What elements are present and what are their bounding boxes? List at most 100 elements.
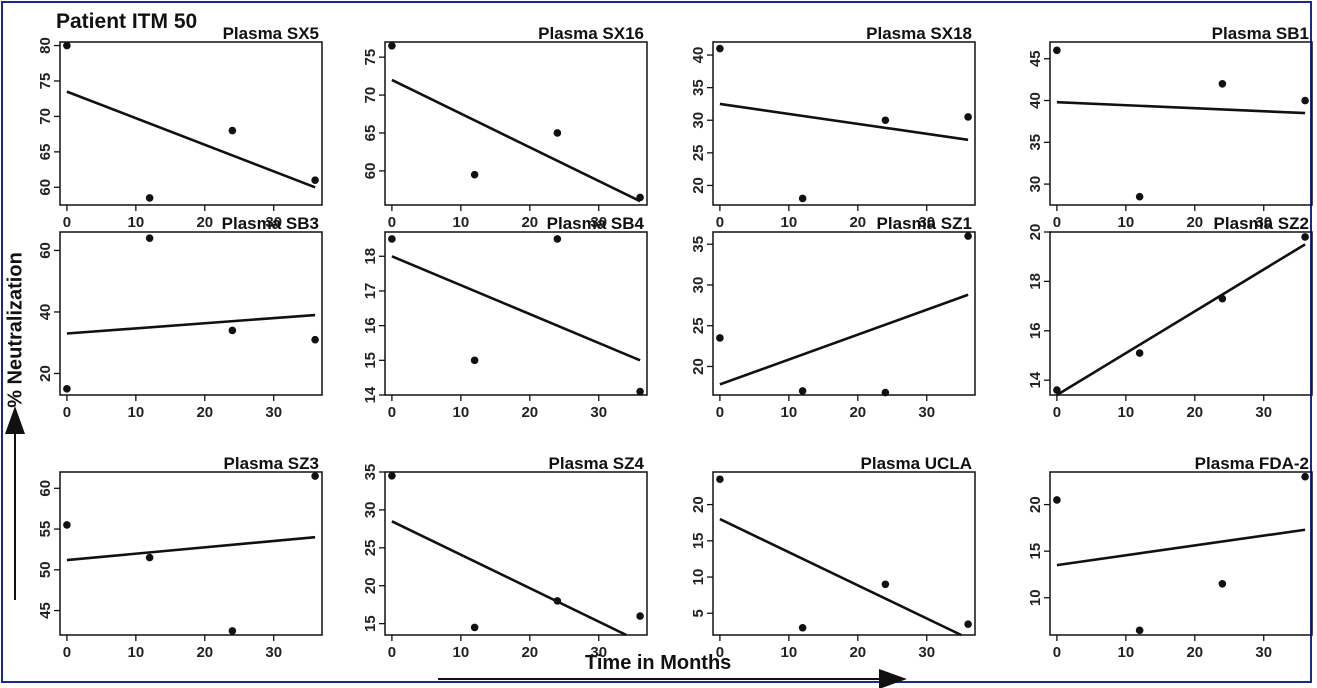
y-tick-label: 60 — [362, 163, 379, 180]
y-tick-label: 35 — [690, 236, 707, 253]
plot-box — [712, 471, 976, 636]
x-axis-label: Time in Months — [585, 652, 732, 674]
regression-line — [391, 78, 641, 203]
panel-title: Plasma SB3 — [222, 214, 319, 233]
y-tick-label: 30 — [362, 502, 379, 519]
y-tick-label: 10 — [690, 569, 707, 586]
panel-title: Plasma SX18 — [866, 24, 972, 43]
data-point — [798, 387, 807, 395]
x-tick-label: 20 — [849, 644, 866, 661]
x-tick-label: 10 — [127, 404, 144, 421]
x-tick-label: 20 — [849, 404, 866, 421]
data-point — [63, 521, 71, 529]
y-tick-label: 60 — [37, 179, 54, 196]
data-point — [1053, 386, 1061, 394]
plot-box — [384, 471, 648, 636]
data-point — [964, 113, 972, 121]
data-point — [553, 129, 562, 137]
panel-1: Plasma SX5 0 10 20 30 60 65 70 75 80 — [37, 24, 323, 231]
y-tick-label: 20 — [1027, 224, 1044, 241]
plot-box — [1049, 41, 1313, 206]
regression-line — [719, 293, 969, 386]
y-tick-label: 18 — [1027, 273, 1044, 290]
x-tick-label: 30 — [265, 404, 282, 421]
y-tick-label: 60 — [37, 480, 54, 497]
data-point — [636, 193, 644, 202]
x-tick-label: 30 — [590, 404, 607, 421]
y-tick-label: 20 — [690, 177, 707, 194]
x-tick-label: 20 — [521, 644, 538, 661]
data-point — [228, 126, 237, 135]
data-point — [388, 41, 396, 50]
data-point — [1135, 626, 1144, 635]
panel-9: Plasma SZ3 0 10 20 30 45 50 55 60 — [37, 454, 323, 661]
y-tick-label: 45 — [1027, 50, 1044, 67]
data-point — [1301, 96, 1309, 105]
y-tick-label: 20 — [690, 358, 707, 375]
regression-line — [1056, 528, 1306, 567]
regression-line — [66, 535, 316, 562]
data-point — [311, 176, 319, 184]
y-tick-label: 15 — [1027, 543, 1044, 560]
y-tick-label: 14 — [362, 386, 379, 403]
x-tick-label: 0 — [63, 644, 71, 661]
x-tick-label: 10 — [1117, 214, 1134, 231]
regression-line — [391, 520, 627, 637]
regression-line — [1056, 243, 1306, 397]
x-tick-label: 0 — [1053, 644, 1061, 661]
data-point — [63, 385, 71, 393]
plot-box — [384, 41, 648, 206]
y-tick-label: 40 — [690, 47, 707, 64]
data-point — [636, 612, 644, 620]
y-tick-label: 20 — [37, 365, 54, 382]
x-tick-label: 0 — [716, 214, 724, 231]
x-tick-label: 0 — [716, 644, 724, 661]
y-tick-label: 10 — [1027, 589, 1044, 606]
x-tick-label: 10 — [780, 404, 797, 421]
x-tick-label: 10 — [780, 644, 797, 661]
data-point — [553, 597, 562, 605]
x-tick-label: 30 — [918, 214, 935, 231]
data-point — [1218, 294, 1227, 303]
panel-title: Plasma SZ4 — [549, 454, 645, 473]
y-tick-label: 20 — [690, 496, 707, 513]
y-tick-label: 65 — [362, 125, 379, 142]
y-tick-label: 45 — [37, 602, 54, 619]
data-point — [311, 335, 319, 344]
data-point — [470, 356, 479, 365]
data-point — [1301, 472, 1309, 481]
panel-title: Plasma FDA-2 — [1195, 454, 1309, 473]
regression-line — [391, 255, 641, 362]
y-tick-label: 15 — [362, 615, 379, 632]
y-tick-label: 14 — [1027, 371, 1044, 388]
panel-8: Plasma SZ2 0 10 20 30 14 16 18 20 — [1027, 214, 1313, 421]
y-tick-label: 55 — [37, 521, 54, 538]
y-tick-label: 25 — [690, 317, 707, 334]
x-tick-label: 0 — [716, 404, 724, 421]
data-point — [145, 234, 154, 242]
plot-box — [384, 231, 648, 396]
x-tick-label: 30 — [1255, 644, 1272, 661]
panel-5: Plasma SB3 0 10 20 30 20 40 60 — [37, 214, 323, 421]
y-tick-label: 40 — [1027, 92, 1044, 109]
data-point — [470, 170, 479, 179]
x-tick-label: 10 — [127, 644, 144, 661]
y-tick-label: 25 — [362, 539, 379, 556]
plot-box — [59, 231, 323, 396]
x-tick-label: 10 — [780, 214, 797, 231]
x-tick-label: 10 — [452, 404, 469, 421]
x-tick-label: 30 — [918, 644, 935, 661]
data-point — [1135, 349, 1144, 357]
data-point — [228, 326, 237, 335]
y-tick-label: 16 — [1027, 322, 1044, 339]
x-tick-label: 0 — [63, 214, 71, 231]
panel-7: Plasma SZ1 0 10 20 30 20 25 30 35 — [690, 214, 976, 421]
y-tick-label: 16 — [362, 317, 379, 334]
data-point — [1301, 233, 1309, 241]
x-tick-label: 0 — [388, 644, 396, 661]
x-tick-label: 0 — [388, 214, 396, 231]
x-tick-label: 10 — [1117, 644, 1134, 661]
data-point — [1218, 579, 1227, 588]
x-tick-label: 30 — [590, 214, 607, 231]
